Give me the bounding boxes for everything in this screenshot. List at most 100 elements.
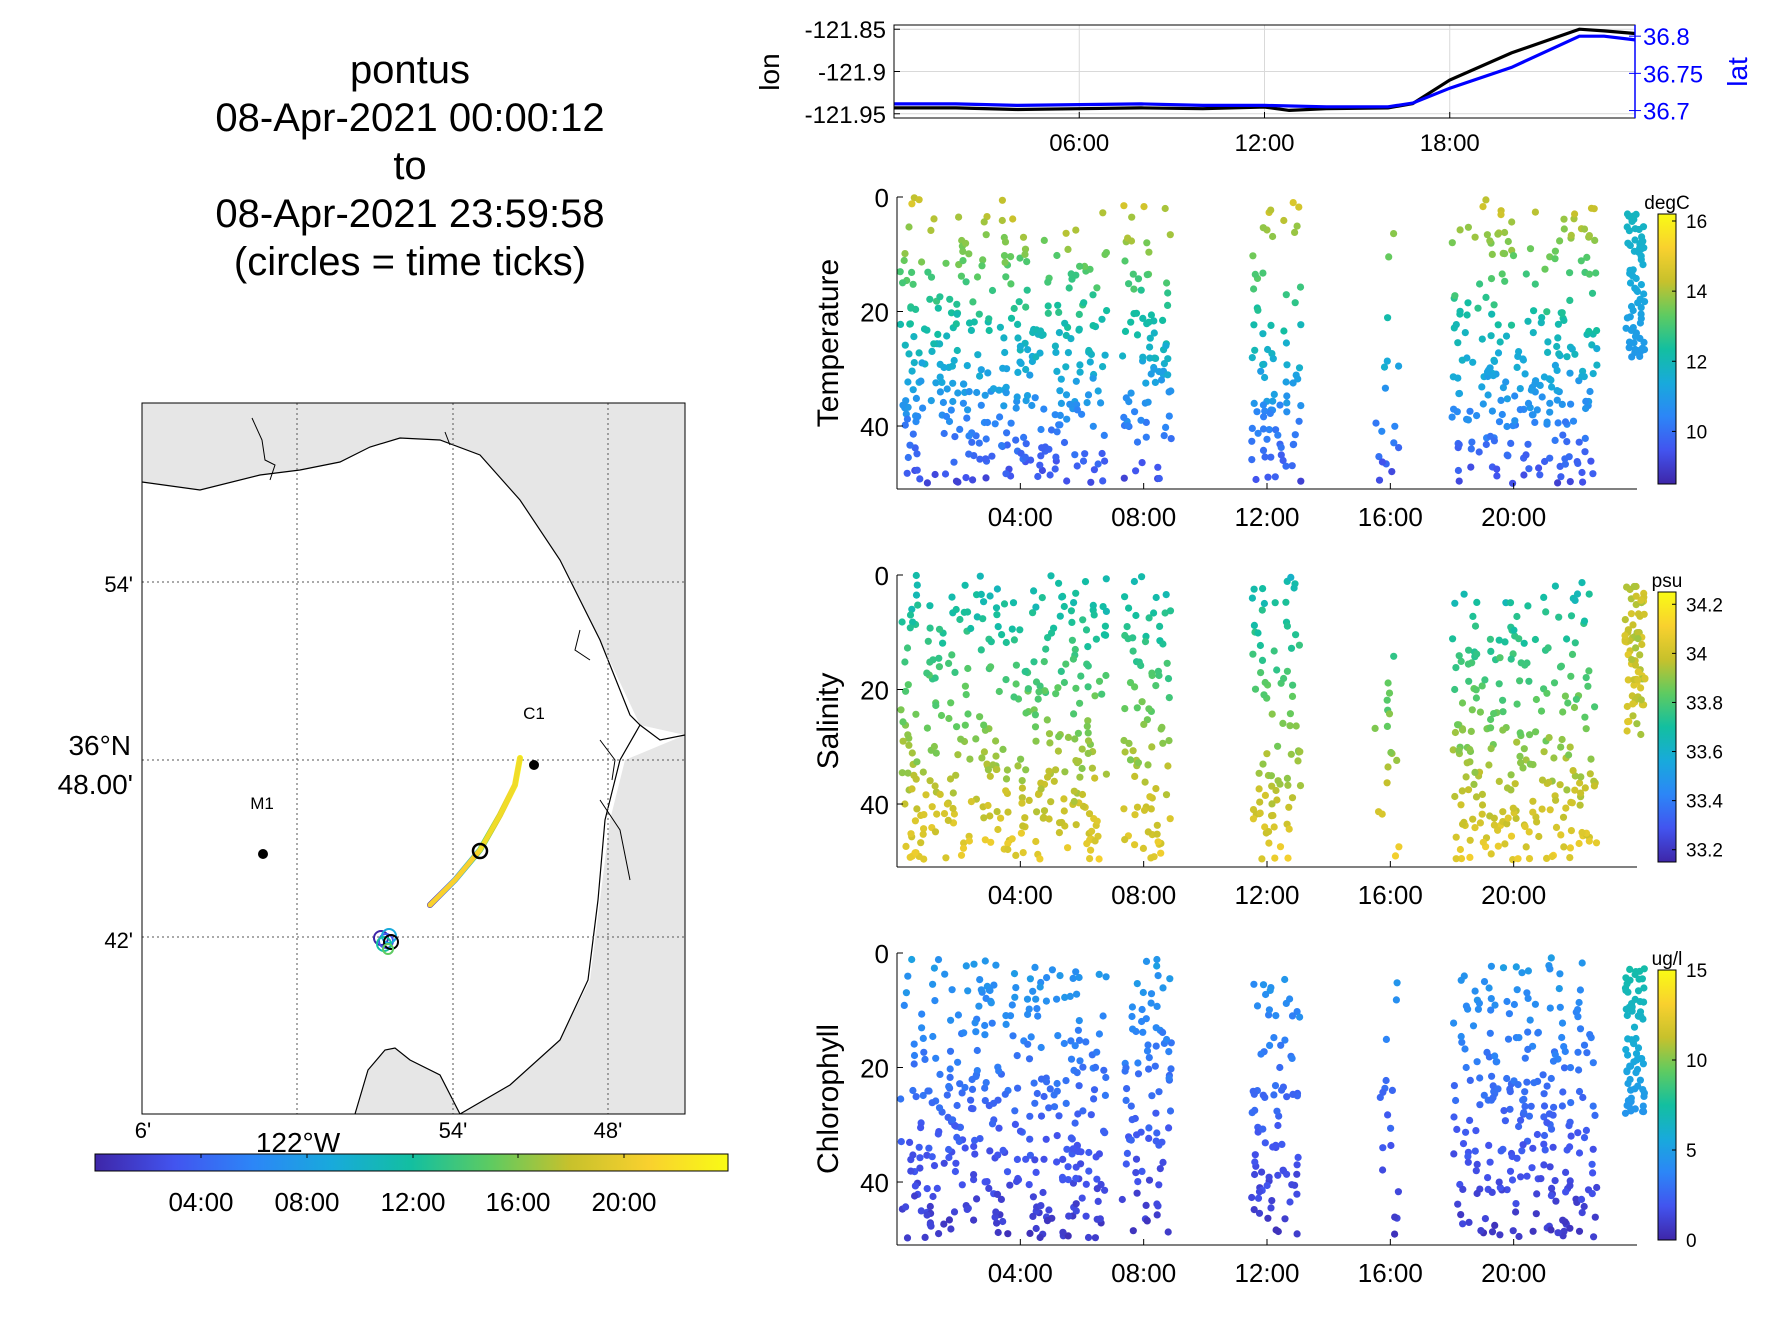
scatter-point [1631,345,1639,354]
coastline-bay [354,1047,461,1114]
scatter-point [899,718,907,726]
scatter-point [1036,855,1044,863]
scatter-point [1060,795,1068,803]
scatter-point [1164,301,1172,309]
scatter-point [1291,299,1299,307]
scatter-point [1099,209,1107,217]
scatter-point [981,1097,989,1105]
scatter-point [1560,225,1568,233]
scatter-point [1559,813,1568,821]
scatter-point [933,1184,941,1192]
scatter-point [939,639,947,647]
scatter-point [970,1142,978,1150]
scatter-point [967,624,975,633]
scatter-point [1000,252,1009,260]
scatter-point [1029,609,1037,617]
scatter-point [1583,1049,1591,1057]
scatter-point [1268,1197,1276,1205]
scatter-point [983,213,991,221]
scatter-point [1450,1150,1458,1158]
scatter-point [1557,662,1565,670]
scatter-point [1480,1091,1488,1099]
scatter-point [919,1034,927,1042]
scatter-point [1148,743,1156,751]
scatter-point [966,755,974,763]
scatter-point [920,811,928,819]
scatter-point [1524,440,1532,448]
scatter-point [1138,698,1146,706]
scatter-point [1455,477,1463,485]
scatter-point [1566,478,1574,486]
scatter-point [1119,352,1127,360]
scatter-point [1167,435,1175,443]
scatter-point [1516,677,1524,685]
scatter-point [1286,722,1294,730]
scatter-point [1249,815,1257,823]
scatter-point [1454,374,1462,382]
scatter-point [1165,1074,1173,1082]
scatter-point [1142,957,1151,966]
scatter-point [1637,1055,1645,1063]
scatter-point [1589,1059,1597,1067]
scatter-point [1054,301,1062,309]
scatter-point [1631,332,1640,340]
scatter-point [1102,575,1110,583]
scatter-point [1140,720,1148,729]
scatter-point [1123,623,1131,631]
scatter-point [964,608,972,616]
scatter-point [1637,1012,1645,1020]
scatter-point [899,737,907,745]
scatter-point [1566,854,1574,862]
scatter-point [1456,307,1464,315]
scatter-point [1085,1167,1093,1175]
scatter-point [1255,1209,1264,1217]
scatter-point [1450,1082,1458,1090]
scatter-point [1462,1063,1470,1072]
scatter-point [1006,1181,1014,1189]
scatter-point [1160,432,1168,440]
scatter-point [1529,411,1537,419]
scatter-point [1551,436,1559,444]
scatter-point [1259,269,1267,277]
scatter-point [1515,348,1523,356]
scatter-point [1626,241,1634,250]
scatter-point [1576,986,1584,994]
scatter-point [1487,1006,1495,1014]
scatter-point [1499,696,1507,704]
scatter-point [1014,320,1022,328]
scatter-point [1567,1099,1575,1107]
scatter-point [933,810,941,818]
scatter-point [1124,635,1132,643]
scatter-point [908,605,916,613]
scatter-point [1089,422,1097,430]
scatter-point [930,742,939,751]
scatter-point [930,1162,939,1170]
scatter-point [1393,756,1401,765]
scatter-point [1626,279,1635,287]
scatter-point [1255,785,1263,793]
scatter-point [1494,842,1502,850]
scatter-point [1270,390,1278,398]
scatter-point [904,681,912,689]
scatter-point [1463,759,1471,767]
scatter-point [1057,667,1065,676]
scatter-point [1042,1135,1050,1143]
scatter-point [1084,737,1093,745]
scatter-point [1162,591,1170,599]
scatter-point [1072,684,1080,692]
time-tick-marker [471,842,489,860]
scatter-point [1499,708,1507,716]
scatter-point [934,304,942,312]
scatter-point [1248,1193,1256,1202]
scatter-point [1528,1164,1536,1172]
scatter-point [962,474,970,482]
scatter-point [1387,1124,1395,1132]
scatter-point [1052,348,1060,356]
scatter-point [1009,599,1018,607]
scatter-point [1058,1173,1067,1181]
scatter-point [1503,784,1512,792]
scatter-point [1078,764,1086,773]
scatter-point [1148,669,1156,677]
scatter-point [1486,635,1494,643]
scatter-point [903,415,912,423]
